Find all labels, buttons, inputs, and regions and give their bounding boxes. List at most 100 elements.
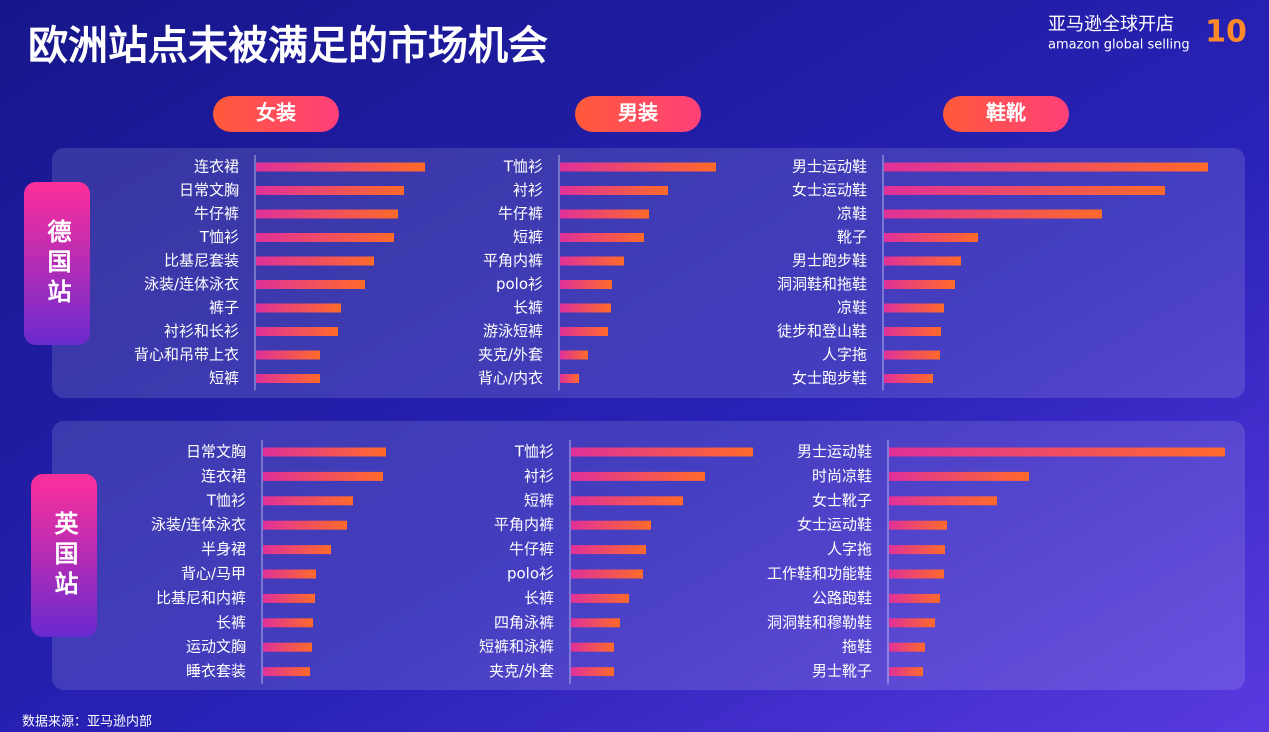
bar [560,374,579,383]
category-label: 女士运动鞋 [797,516,872,534]
category-label: 比基尼和内裤 [156,589,246,607]
category-label: 牛仔裤 [509,540,554,558]
category-label: 公路跑鞋 [812,589,872,607]
category-label: 时尚凉鞋 [812,467,872,485]
column-header: 男装 [618,101,658,125]
bar [571,471,705,481]
row-pill [31,474,97,637]
logo-en: amazon global selling [1048,38,1190,53]
category-label: T恤衫 [206,491,246,509]
category-label: 夹克/外套 [478,346,543,364]
bar [263,545,331,555]
category-label: 衬衫 [513,181,543,199]
category-label: 男士运动鞋 [797,443,872,461]
bar [884,303,944,313]
category-label: 裤子 [209,299,239,317]
column-pill [213,96,339,132]
panel [52,421,1245,690]
bar [560,280,612,289]
bar [571,667,614,677]
bar [263,569,316,579]
category-label: T恤衫 [503,158,543,176]
bar [256,350,320,360]
bar [560,256,624,266]
bar [256,233,394,242]
bar [571,520,651,530]
column-pill [943,96,1069,132]
column-pill [575,96,701,132]
bar [884,256,961,266]
category-label: 人字拖 [827,540,872,558]
category-label: 徒步和登山鞋 [777,322,867,340]
category-label: 人字拖 [822,346,867,364]
bar [571,447,753,457]
bar [889,496,997,506]
bar [263,520,347,530]
category-label: 女士靴子 [812,491,872,509]
bar [884,327,941,336]
bar [571,569,643,579]
category-label: 男士靴子 [812,662,872,680]
category-label: 衬衫 [524,467,554,485]
category-label: 半身裙 [201,540,246,558]
bar [256,303,341,313]
category-label: 背心/内衣 [478,369,543,387]
category-label: 女士跑步鞋 [792,369,867,387]
bar [884,350,940,360]
logo-cn: 亚马逊全球开店 [1048,14,1174,35]
category-label: 比基尼套装 [164,252,239,270]
category-label: 短裤 [513,228,543,246]
category-label: 睡衣套装 [186,662,246,680]
bar [560,186,668,195]
bar [884,374,933,383]
category-label: 日常文胸 [186,443,246,461]
bar [571,593,629,603]
bar [263,593,315,603]
category-label: 四角泳裤 [494,613,554,631]
bar [884,209,1102,219]
category-label: 背心/马甲 [181,565,246,583]
category-label: 洞洞鞋和穆勒鞋 [767,613,872,631]
category-label: T恤衫 [199,228,239,246]
bar [889,569,944,579]
category-label: 长裤 [513,299,543,317]
bar [263,471,383,481]
source-note: 数据来源：亚马逊内部 [22,714,152,730]
bar [560,162,716,172]
category-label: 运动文胸 [186,638,246,656]
bar [884,233,978,242]
bar [263,618,313,628]
category-label: 凉鞋 [837,205,867,223]
category-label: 平角内裤 [494,516,554,534]
bar [884,280,955,289]
bar [889,471,1029,481]
bar [560,327,608,336]
category-label: 短裤 [524,491,554,509]
category-label: 长裤 [524,589,554,607]
category-label: 衬衫和长衫 [164,322,239,340]
bar [560,233,644,242]
category-label: 夹克/外套 [489,662,554,680]
bar [884,186,1165,195]
category-label: 靴子 [837,228,867,246]
bar [889,545,945,555]
bar [256,186,404,195]
bar [256,280,365,289]
bar [263,496,353,506]
bar [263,642,312,652]
bar [571,496,683,506]
category-label: 泳装/连体泳衣 [144,275,239,293]
row-header: 德国站 [43,218,71,309]
bar [571,545,646,555]
bar [560,350,588,360]
category-label: T恤衫 [514,443,554,461]
bar [256,327,338,336]
bar [256,374,320,383]
category-label: 凉鞋 [837,299,867,317]
column-header: 鞋靴 [986,101,1026,125]
category-label: 连衣裙 [201,467,246,485]
bar [889,667,923,677]
category-label: 洞洞鞋和拖鞋 [777,275,867,293]
bar [884,162,1208,172]
bar [571,618,620,628]
